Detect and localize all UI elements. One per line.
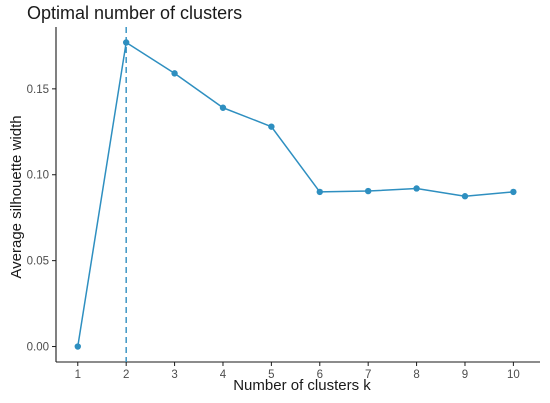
plot-area: 0.00 0.05 0.10 0.15 1 2 3 4 5 6 7 8 9 10: [27, 27, 540, 381]
data-point: [268, 123, 275, 130]
x-tick-label: 9: [462, 369, 468, 381]
series-line: [77, 41, 514, 347]
data-point: [122, 39, 130, 46]
x-tick-label: 5: [268, 369, 274, 381]
x-tick-label: 6: [317, 369, 323, 381]
chart-title: Optimal number of clusters: [27, 3, 242, 23]
x-tick-label: 10: [507, 369, 520, 381]
data-point: [461, 193, 469, 200]
y-tick-label: 0.05: [27, 256, 49, 268]
x-tick-label: 3: [171, 369, 177, 381]
data-point: [171, 70, 178, 77]
y-tick-label: 0.15: [27, 84, 49, 96]
x-tick-label: 4: [220, 369, 227, 381]
x-tick-label: 1: [75, 369, 81, 381]
data-point: [74, 343, 81, 350]
data-point: [219, 104, 227, 111]
x-tick-label: 7: [365, 369, 371, 381]
data-point: [510, 188, 517, 196]
x-tick-label: 2: [123, 369, 129, 381]
x-axis-label: Number of clusters k: [233, 377, 371, 394]
y-tick-label: 0.10: [27, 170, 49, 182]
data-point: [316, 188, 323, 196]
y-tick-label: 0.00: [27, 342, 49, 354]
data-point: [364, 187, 372, 195]
y-axis-label: Average silhouette width: [8, 115, 25, 278]
data-point: [413, 185, 420, 192]
x-tick-label: 8: [413, 369, 419, 381]
